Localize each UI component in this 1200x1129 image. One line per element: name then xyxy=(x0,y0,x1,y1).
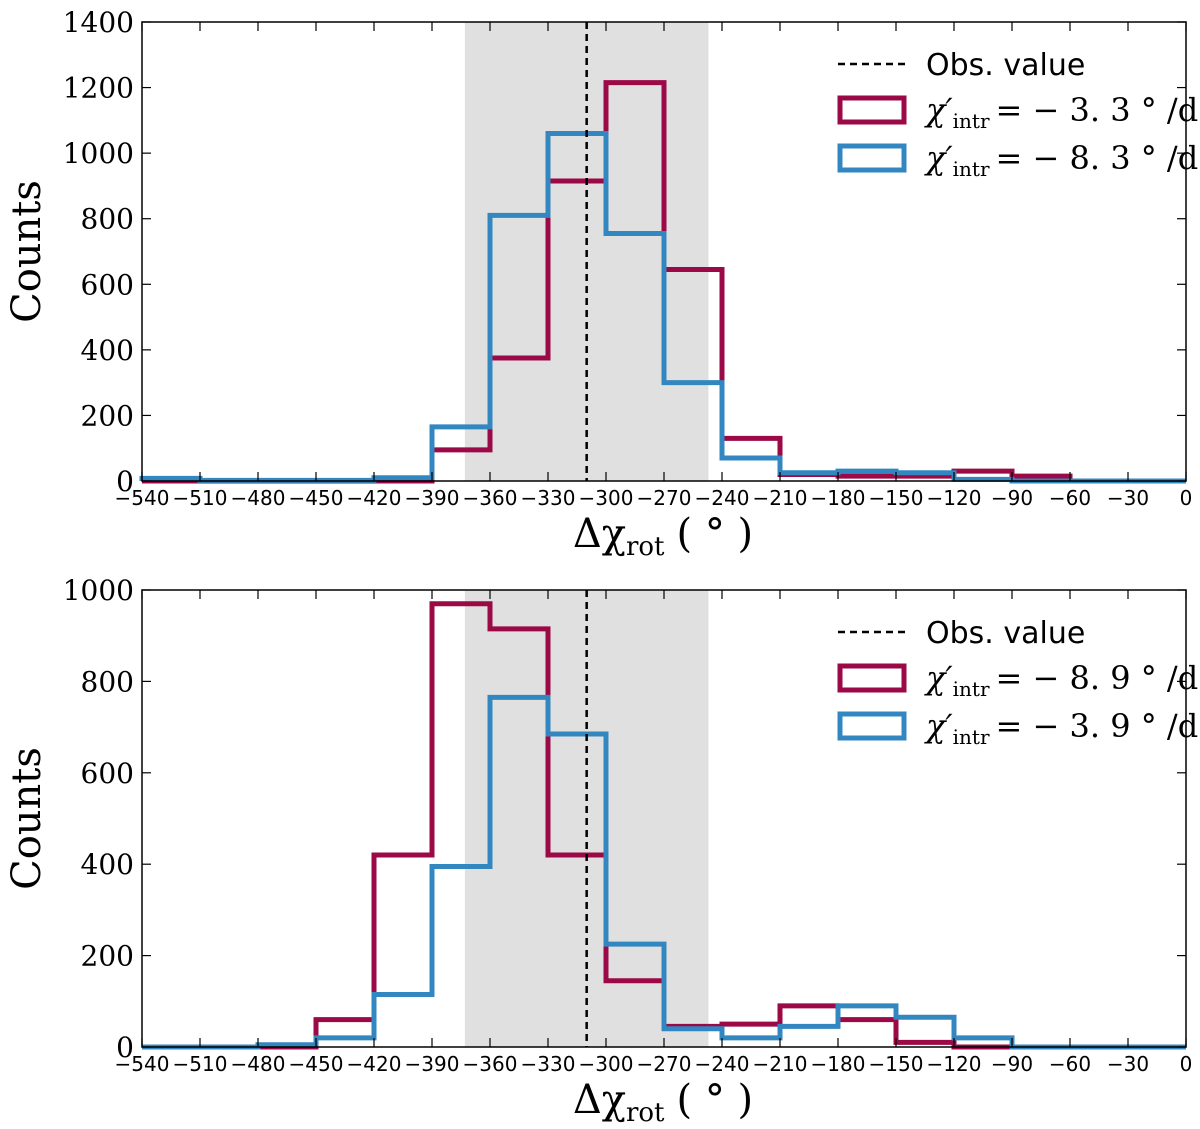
x-axis-title-sub: rot xyxy=(626,1098,665,1128)
x-axis-title: Δχrot ( ° ) xyxy=(573,511,753,562)
x-tick-label: −60 xyxy=(1049,486,1091,510)
y-tick-label: 1200 xyxy=(63,72,134,105)
x-tick-label: −540 xyxy=(115,486,170,510)
x-axis-title-main: Δχ xyxy=(573,1077,626,1123)
x-tick-label: −420 xyxy=(347,1052,402,1076)
legend-swatch-1 xyxy=(837,95,907,125)
x-tick-label: −420 xyxy=(347,486,402,510)
x-axis-title: Δχrot ( ° ) xyxy=(573,1077,753,1128)
legend-label-sub: intr xyxy=(953,109,990,133)
legend-swatch-1 xyxy=(837,663,907,693)
x-axis-title-unit: ( ° ) xyxy=(677,1077,754,1123)
legend-label-value: = − 8. 9 ° /d xyxy=(996,659,1199,697)
x-tick-label: −300 xyxy=(579,1052,634,1076)
x-tick-label: −450 xyxy=(289,486,344,510)
x-tick-label: −300 xyxy=(579,486,634,510)
x-tick-label: −240 xyxy=(695,1052,750,1076)
y-axis-title: Counts xyxy=(4,180,50,323)
x-tick-label: −240 xyxy=(695,486,750,510)
x-tick-label: −180 xyxy=(811,1052,866,1076)
x-tick-label: −330 xyxy=(521,486,576,510)
y-tick-label: 0 xyxy=(116,465,134,498)
x-tick-label: −360 xyxy=(463,1052,518,1076)
legend-label-value: = − 3. 9 ° /d xyxy=(996,707,1199,745)
x-tick-label: −120 xyxy=(927,486,982,510)
legend-label-chi: χ′ xyxy=(924,707,953,745)
y-tick-label: 600 xyxy=(81,757,134,790)
y-tick-label: 600 xyxy=(81,268,134,301)
y-tick-label: 1400 xyxy=(63,6,134,39)
x-axis-title-unit: ( ° ) xyxy=(677,511,754,557)
x-tick-label: −120 xyxy=(927,1052,982,1076)
x-tick-label: −30 xyxy=(1107,1052,1149,1076)
chart-panel-1: −540 −510 −480 −450 −420 −390 −360 −330 −300 −270… xyxy=(4,6,1198,562)
legend-label-2: χ′intr = − 3. 9 ° /d xyxy=(924,707,1198,749)
x-axis-title-sub: rot xyxy=(626,532,665,562)
y-axis-title: Counts xyxy=(4,747,50,890)
x-tick-label: −540 xyxy=(115,1052,170,1076)
x-tick-label: 0 xyxy=(1180,1052,1193,1076)
x-tick-label: −270 xyxy=(637,1052,692,1076)
y-tick-label: 400 xyxy=(81,334,134,367)
legend-label-chi: χ′ xyxy=(924,139,953,177)
x-tick-label: −480 xyxy=(231,1052,286,1076)
chart-panel-2: −540 −510 −480 −450 −420 −390 −360 −330 −300 −270… xyxy=(4,574,1198,1128)
y-tick-label: 200 xyxy=(81,399,134,432)
x-tick-label: −270 xyxy=(637,486,692,510)
y-tick-label: 1000 xyxy=(63,137,134,170)
legend-label-1: χ′intr = − 3. 3 ° /d xyxy=(924,91,1198,133)
x-tick-label: 0 xyxy=(1180,486,1193,510)
x-tick-label: −150 xyxy=(869,1052,924,1076)
x-tick-label: −330 xyxy=(521,1052,576,1076)
legend-label-chi: χ′ xyxy=(924,659,953,697)
y-tick-label: 1000 xyxy=(63,574,134,607)
y-tick-label: 800 xyxy=(81,203,134,236)
x-tick-label: −210 xyxy=(753,1052,808,1076)
x-tick-label: −510 xyxy=(173,1052,228,1076)
x-tick-label: −480 xyxy=(231,486,286,510)
legend-obs-label: Obs. value xyxy=(926,616,1085,651)
histogram-series-2 xyxy=(142,694,1186,1050)
x-tick-label: −450 xyxy=(289,1052,344,1076)
x-tick-label: −210 xyxy=(753,486,808,510)
x-axis-title-main: Δχ xyxy=(573,511,626,557)
legend-label-value: = − 3. 3 ° /d xyxy=(996,91,1199,129)
x-tick-label: −90 xyxy=(991,1052,1033,1076)
x-tick-label: −390 xyxy=(405,1052,460,1076)
x-tick-label: −30 xyxy=(1107,486,1149,510)
y-tick-label: 800 xyxy=(81,665,134,698)
x-tick-label: −180 xyxy=(811,486,866,510)
x-tick-label: −390 xyxy=(405,486,460,510)
legend-label-sub: intr xyxy=(953,725,990,749)
x-tick-label: −90 xyxy=(991,486,1033,510)
legend-swatch-2 xyxy=(837,711,907,741)
legend-label-chi: χ′ xyxy=(924,91,953,129)
legend-obs-label: Obs. value xyxy=(926,48,1085,83)
y-tick-label: 0 xyxy=(116,1031,134,1064)
x-tick-label: −60 xyxy=(1049,1052,1091,1076)
legend-label-2: χ′intr = − 8. 3 ° /d xyxy=(924,139,1198,181)
x-tick-label: −150 xyxy=(869,486,924,510)
y-tick-label: 200 xyxy=(81,940,134,973)
legend-label-value: = − 8. 3 ° /d xyxy=(996,139,1199,177)
y-tick-label: 400 xyxy=(81,848,134,881)
legend-label-sub: intr xyxy=(953,677,990,701)
legend-swatch-2 xyxy=(837,143,907,173)
x-tick-label: −510 xyxy=(173,486,228,510)
legend-label-1: χ′intr = − 8. 9 ° /d xyxy=(924,659,1198,701)
legend-label-sub: intr xyxy=(953,157,990,181)
x-tick-label: −360 xyxy=(463,486,518,510)
